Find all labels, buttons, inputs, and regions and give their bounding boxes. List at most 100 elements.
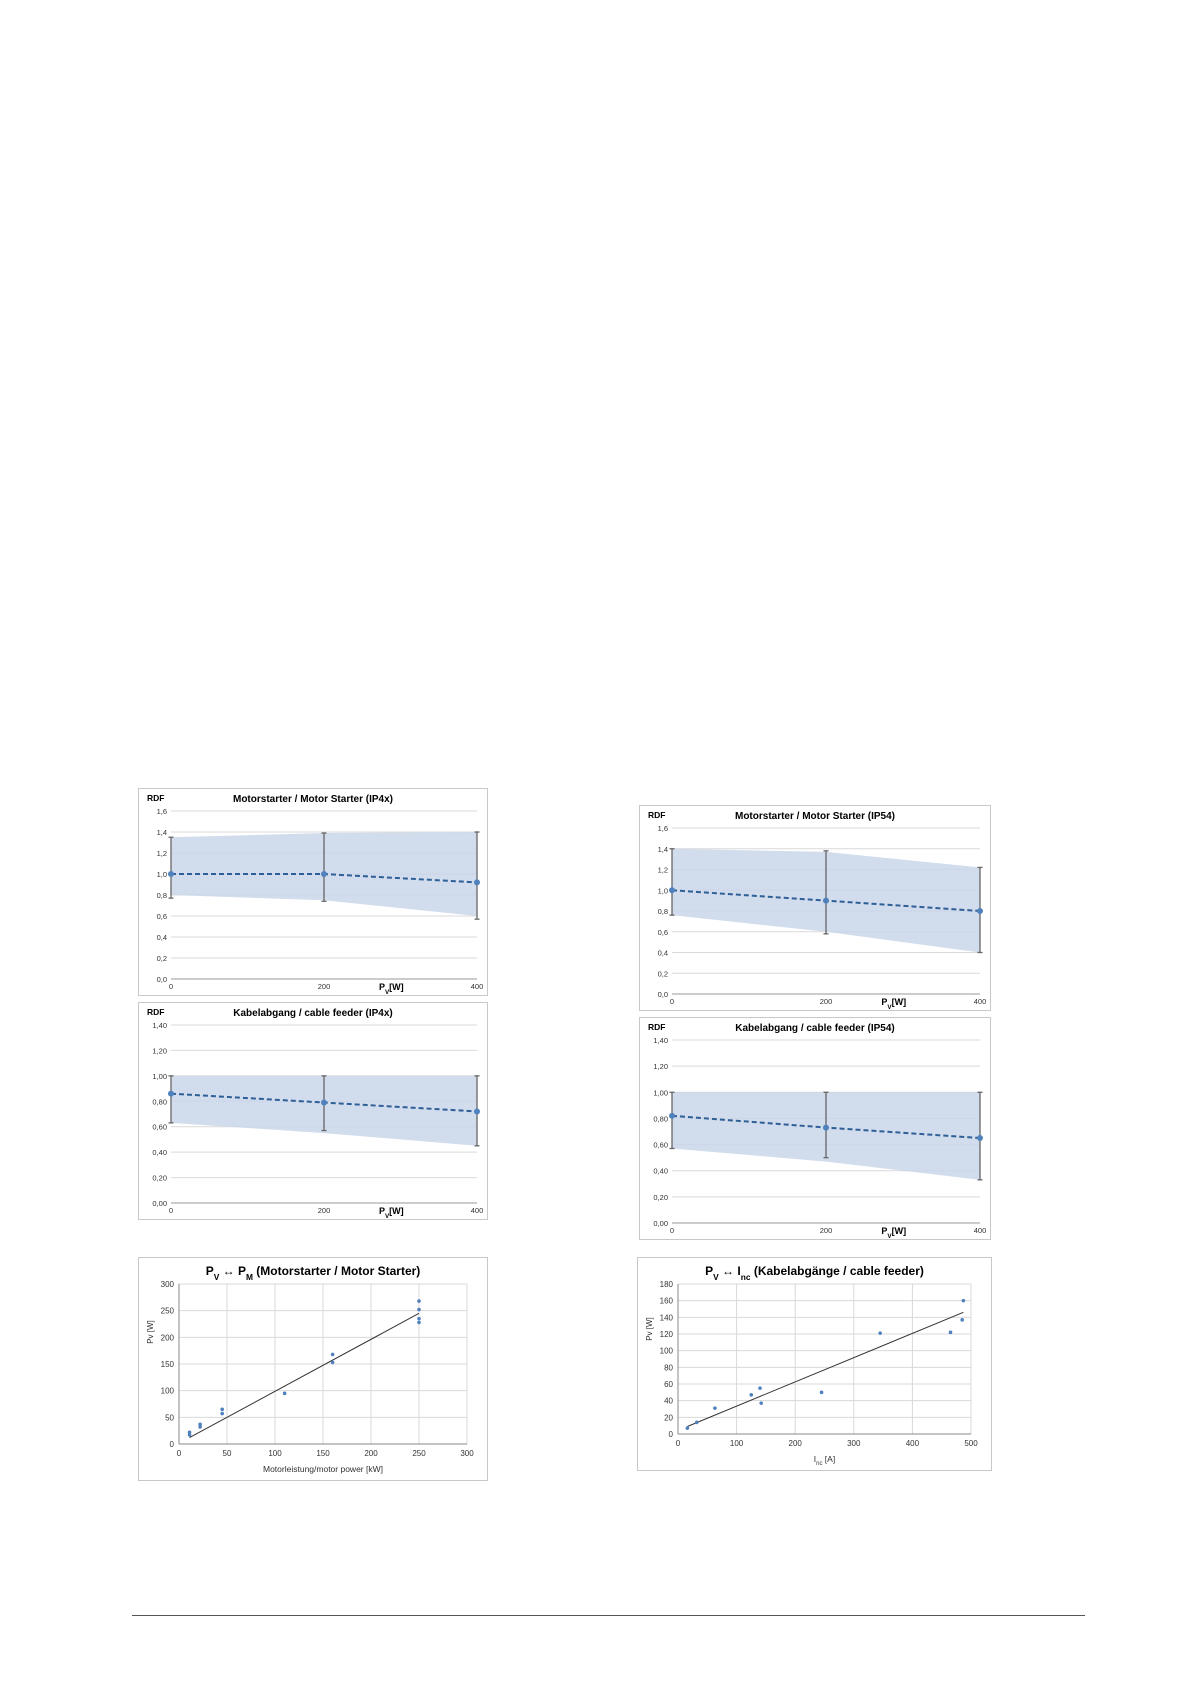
y-tick-label: 100 xyxy=(161,1387,175,1396)
scatter-point xyxy=(330,1360,335,1365)
scatter-point xyxy=(878,1331,882,1335)
chart-panel-motorstarter-ip4x: 0,0 0,2 0,4 0,6 0,8 1,0 1,2 1,4 1,6 0 200 400 PV[W] R… xyxy=(138,788,488,996)
x-tick-label: 0 xyxy=(177,1449,182,1458)
x-tick-label: 200 xyxy=(364,1449,378,1458)
y-axis-label: Pv [W] xyxy=(146,1320,155,1344)
scatter-point xyxy=(749,1393,754,1397)
y-tick-label: 100 xyxy=(660,1347,674,1356)
y-tick-label: 0,80 xyxy=(152,1097,167,1106)
chart-title: Motorstarter / Motor Starter (IP54) xyxy=(735,811,895,822)
y-axis-label: RDF xyxy=(147,1007,164,1017)
y-tick-label: 0,40 xyxy=(653,1167,668,1176)
chart-svg-c1: 0,0 0,2 0,4 0,6 0,8 1,0 1,2 1,4 1,6 0 200 400 PV[W] R… xyxy=(147,793,484,996)
trend-line xyxy=(687,1311,964,1427)
x-tick-label: 0 xyxy=(169,1206,173,1215)
data-point xyxy=(474,1108,480,1115)
scatter-point xyxy=(948,1330,953,1335)
x-tick-label: 250 xyxy=(412,1449,426,1458)
y-tick-label: 1,2 xyxy=(157,849,167,858)
scatter-point xyxy=(685,1426,690,1430)
x-tick-label: 200 xyxy=(318,1206,331,1215)
x-axis-label-subscript: V xyxy=(385,989,390,996)
chart-title-tail: (Kabelabgänge / cable feeder) xyxy=(751,1264,924,1278)
y-tick-label: 0 xyxy=(669,1430,674,1439)
x-tick-label: 300 xyxy=(847,1439,861,1448)
y-tick-label: 140 xyxy=(660,1313,674,1322)
x-axis-label-subscript: V xyxy=(385,1213,390,1220)
scatter-point xyxy=(282,1391,287,1396)
y-tick-label: 0,6 xyxy=(658,928,668,937)
y-tick-label: 60 xyxy=(664,1380,673,1389)
y-tick-label: 0,20 xyxy=(653,1193,668,1202)
scatter-point xyxy=(220,1411,224,1416)
y-tick-label: 1,0 xyxy=(658,886,668,895)
x-tick-label: 400 xyxy=(471,982,484,991)
x-axis-label-unit: [W] xyxy=(389,1206,404,1216)
x-axis-label: PV[W] xyxy=(379,1206,404,1219)
data-point xyxy=(321,1099,327,1106)
scatter-point xyxy=(960,1318,965,1322)
scatter-point xyxy=(713,1406,717,1410)
y-tick-label: 1,4 xyxy=(658,845,668,854)
y-tick-label: 0,60 xyxy=(653,1141,668,1150)
x-axis-label-main: P xyxy=(881,1226,887,1236)
chart-panel-cable-feeder-ip4x: 0,00 0,20 0,40 0,60 0,80 1,00 1,20 1,40 0 200 400 P… xyxy=(138,1002,488,1220)
scatter-point xyxy=(417,1307,421,1312)
scatter-point xyxy=(694,1420,699,1425)
chart-title-subscript: nc xyxy=(741,1272,751,1282)
y-tick-label: 50 xyxy=(165,1413,174,1422)
data-point xyxy=(823,897,829,904)
y-tick-label: 0,40 xyxy=(152,1148,167,1157)
chart-svg-c6: 0 20 40 60 80 100 120 140 160 180 0 100 200 300 400 500… xyxy=(645,1264,978,1467)
y-tick-label: 1,00 xyxy=(653,1088,668,1097)
scatter-point xyxy=(417,1316,421,1321)
chart-panel-pv-inc-scatter: 0 20 40 60 80 100 120 140 160 180 0 100 200 300 400 500… xyxy=(637,1257,992,1471)
scatter-point xyxy=(417,1299,421,1303)
y-tick-label: 0,2 xyxy=(157,954,167,963)
y-tick-label: 0 xyxy=(170,1440,175,1449)
y-tick-label: 1,40 xyxy=(653,1036,668,1045)
x-tick-label: 0 xyxy=(670,1226,674,1235)
trend-line xyxy=(189,1312,420,1439)
data-point xyxy=(168,871,174,877)
data-point xyxy=(669,887,675,894)
x-tick-label: 500 xyxy=(964,1439,978,1448)
y-tick-label: 1,2 xyxy=(658,866,668,875)
x-tick-label: 400 xyxy=(974,1226,987,1235)
y-tick-label: 1,6 xyxy=(658,824,668,833)
y-tick-label: 180 xyxy=(660,1280,674,1289)
scatter-point xyxy=(198,1425,202,1429)
x-axis-label-main: P xyxy=(881,997,887,1007)
x-axis-label-unit: [A] xyxy=(822,1454,835,1464)
y-tick-label: 20 xyxy=(664,1413,673,1422)
x-axis-label-unit: [W] xyxy=(389,982,404,992)
x-tick-label: 0 xyxy=(676,1439,681,1448)
x-tick-label: 200 xyxy=(820,1226,833,1235)
chart-title: Kabelabgang / cable feeder (IP54) xyxy=(735,1023,895,1034)
y-tick-label: 0,60 xyxy=(152,1123,167,1132)
x-tick-label: 200 xyxy=(789,1439,803,1448)
scatter-point xyxy=(330,1352,335,1357)
y-tick-label: 0,2 xyxy=(658,969,668,978)
data-point xyxy=(474,879,480,886)
chart-title-arrow: ↔ P xyxy=(219,1264,246,1278)
x-tick-label: 100 xyxy=(730,1439,744,1448)
chart-title-arrow: ↔ I xyxy=(719,1264,741,1278)
x-axis-label-subscript: V xyxy=(887,1233,892,1240)
x-tick-label: 200 xyxy=(318,982,331,991)
x-tick-label: 0 xyxy=(670,997,674,1006)
scatter-point xyxy=(417,1320,421,1325)
y-tick-label: 0,0 xyxy=(157,975,167,984)
y-tick-label: 300 xyxy=(161,1280,175,1289)
x-tick-label: 100 xyxy=(268,1449,282,1458)
y-tick-label: 40 xyxy=(664,1397,673,1406)
y-tick-label: 1,4 xyxy=(157,828,167,837)
chart-title: Kabelabgang / cable feeder (IP4x) xyxy=(233,1008,393,1019)
x-axis-label-main: P xyxy=(379,1206,385,1216)
y-tick-label: 0,20 xyxy=(152,1174,167,1183)
y-tick-label: 0,4 xyxy=(658,949,668,958)
chart-title-subscript: V xyxy=(713,1272,719,1282)
y-tick-label: 1,00 xyxy=(152,1072,167,1081)
chart-svg-c5: 0 50 100 150 200 250 300 0 50 100 150 200 250 300 PV ↔… xyxy=(146,1264,474,1474)
y-tick-label: 1,20 xyxy=(152,1046,167,1055)
